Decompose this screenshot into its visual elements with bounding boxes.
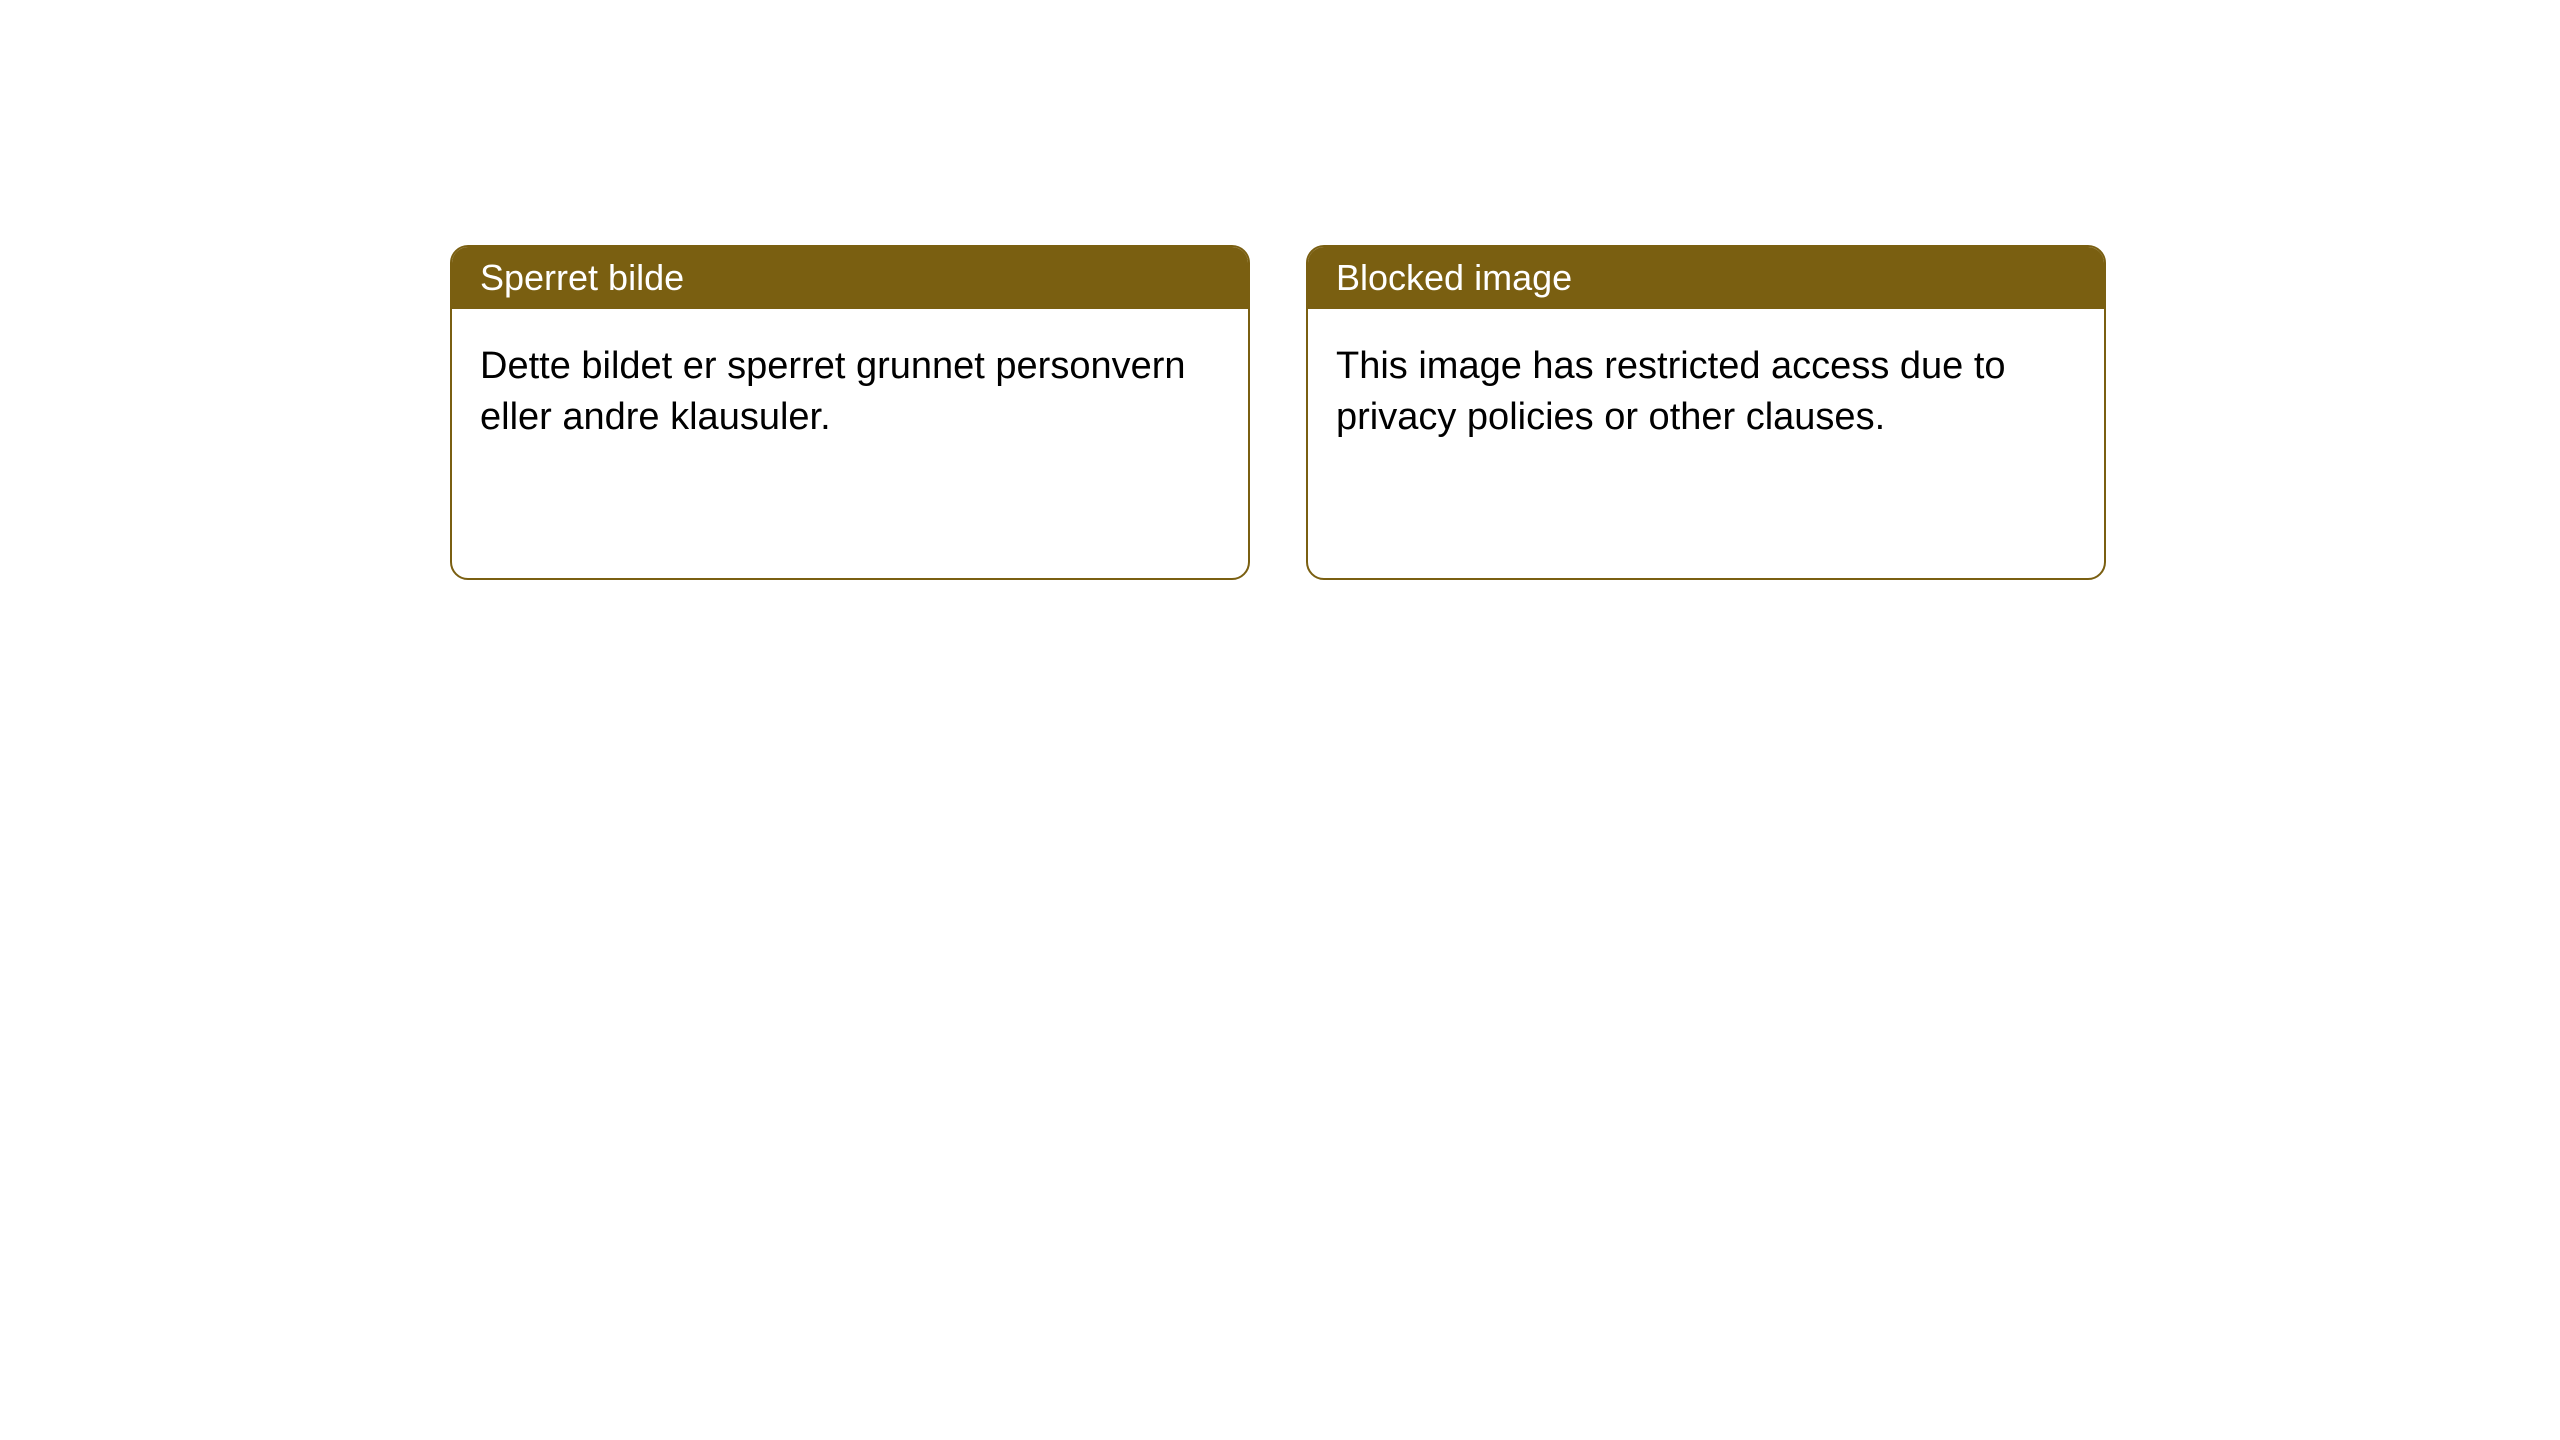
notice-header: Blocked image [1308, 247, 2104, 309]
notice-header: Sperret bilde [452, 247, 1248, 309]
notice-card-norwegian: Sperret bilde Dette bildet er sperret gr… [450, 245, 1250, 580]
notice-container: Sperret bilde Dette bildet er sperret gr… [0, 0, 2560, 580]
notice-card-english: Blocked image This image has restricted … [1306, 245, 2106, 580]
notice-body: This image has restricted access due to … [1308, 309, 2104, 476]
notice-body: Dette bildet er sperret grunnet personve… [452, 309, 1248, 476]
